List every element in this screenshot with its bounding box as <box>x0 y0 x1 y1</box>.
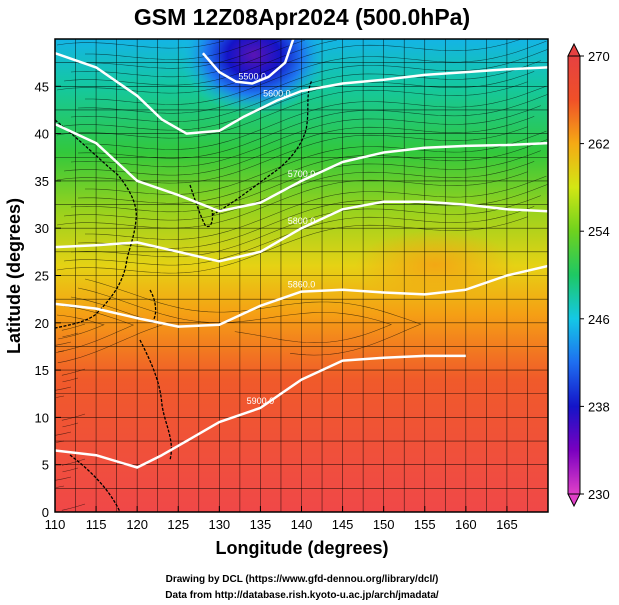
streamline <box>84 278 422 356</box>
x-tick-label: 110 <box>45 517 66 532</box>
coast-taiwan <box>149 289 157 323</box>
x-tick-label: 125 <box>167 517 189 532</box>
footer-credit-drawing: Drawing by DCL (https://www.gfd-dennou.o… <box>166 574 439 585</box>
streamline <box>56 395 65 398</box>
coast-borneo <box>69 454 121 512</box>
grid-lines <box>55 39 548 512</box>
streamline <box>70 39 305 78</box>
colorbar: 230 238 246 254 262 270 <box>567 42 610 508</box>
streamline <box>56 216 528 274</box>
y-axis-label: Latitude (degrees) <box>4 198 24 354</box>
y-tick-label: 35 <box>35 174 49 189</box>
colorbar-tick-label: 238 <box>588 399 610 414</box>
colorbar-tick-label: 262 <box>588 137 610 152</box>
streamline <box>85 130 547 195</box>
y-tick-label: 20 <box>35 316 49 331</box>
contour-line <box>55 122 548 213</box>
x-axis-ticks: 110 115 120 125 130 135 140 145 150 155 160 165 <box>45 506 518 532</box>
streamline <box>55 476 72 481</box>
streamline <box>70 195 541 258</box>
x-tick-label: 120 <box>126 517 148 532</box>
streamline <box>56 314 105 340</box>
contour-label: 5600.0 <box>263 89 291 99</box>
streamline <box>70 60 541 123</box>
x-tick-label: 145 <box>332 517 354 532</box>
contour-line <box>55 52 548 135</box>
y-tick-label: 5 <box>42 458 49 473</box>
streamline <box>55 386 72 391</box>
y-axis-ticks: 0 5 10 15 20 25 30 35 40 45 <box>35 79 61 520</box>
x-axis-label: Longitude (degrees) <box>215 538 388 558</box>
x-tick-label: 115 <box>86 517 107 532</box>
warm-patch <box>355 230 515 300</box>
colorbar-tick-label: 230 <box>588 487 610 502</box>
streamline <box>55 431 72 436</box>
colorbar-tick-label: 246 <box>588 312 610 327</box>
contour-line <box>55 200 548 263</box>
y-tick-label: 15 <box>35 363 49 378</box>
y-tick-label: 10 <box>35 410 49 425</box>
x-tick-label: 140 <box>291 517 313 532</box>
y-tick-label: 45 <box>35 79 49 94</box>
colorbar-tick-label: 270 <box>588 49 610 64</box>
streamline <box>58 305 135 353</box>
streamline <box>85 40 259 60</box>
streamline <box>61 458 86 466</box>
streamline <box>56 485 65 488</box>
y-tick-label: 25 <box>35 269 49 284</box>
streamline <box>61 503 86 511</box>
y-tick-label: 0 <box>42 505 49 520</box>
streamline <box>61 323 86 331</box>
colorbar-tick-label: 254 <box>588 224 610 239</box>
streamline <box>63 161 535 221</box>
contour-label: 5860.0 <box>288 280 316 290</box>
coast-korea <box>189 184 214 228</box>
streamlines <box>55 39 548 511</box>
coast-china <box>55 119 137 329</box>
streamline <box>77 39 282 69</box>
footer-credit-data: Data from http://database.rish.kyoto-u.a… <box>165 590 439 601</box>
y-tick-label: 40 <box>35 127 49 142</box>
streamline <box>56 81 528 139</box>
contour-line <box>55 354 466 469</box>
streamline <box>77 287 393 343</box>
streamline <box>56 350 65 353</box>
x-tick-label: 135 <box>250 517 272 532</box>
streamline <box>55 341 72 346</box>
streamline <box>56 40 225 49</box>
contour-label: 5900.0 <box>247 396 275 406</box>
colorbar-gradient <box>567 55 581 495</box>
x-tick-label: 155 <box>414 517 436 532</box>
colorbar-top-arrow <box>567 42 581 57</box>
x-tick-label: 165 <box>496 517 518 532</box>
plot-area: 5500.0 5600.0 5700.0 5800.0 5860.0 5900.0 <box>55 39 548 512</box>
contour-label: 5800.0 <box>288 216 316 226</box>
streamline <box>70 105 541 168</box>
x-tick-label: 160 <box>455 517 477 532</box>
coastlines <box>55 79 313 512</box>
colorbar-ticks: 230 238 246 254 262 270 <box>580 49 610 502</box>
contour-label: 5700.0 <box>288 169 316 179</box>
streamline <box>70 150 541 213</box>
streamline <box>85 175 547 240</box>
chart-title: GSM 12Z08Apr2024 (500.0hPa) <box>134 4 470 30</box>
streamline <box>85 40 547 105</box>
contour-label: 5500.0 <box>238 72 266 82</box>
contour-line <box>201 39 295 85</box>
x-tick-label: 150 <box>373 517 395 532</box>
colorbar-bottom-arrow <box>567 493 581 508</box>
coast-philippines <box>139 339 172 461</box>
streamline <box>56 171 528 229</box>
y-tick-label: 30 <box>35 221 49 236</box>
streamline <box>63 71 535 131</box>
height-contours: 5500.0 5600.0 5700.0 5800.0 5860.0 5900.0 <box>55 39 548 469</box>
x-tick-label: 130 <box>208 517 230 532</box>
coast-japan <box>211 79 313 216</box>
streamline <box>63 116 535 176</box>
streamline <box>63 39 337 86</box>
contour-line <box>55 264 548 328</box>
